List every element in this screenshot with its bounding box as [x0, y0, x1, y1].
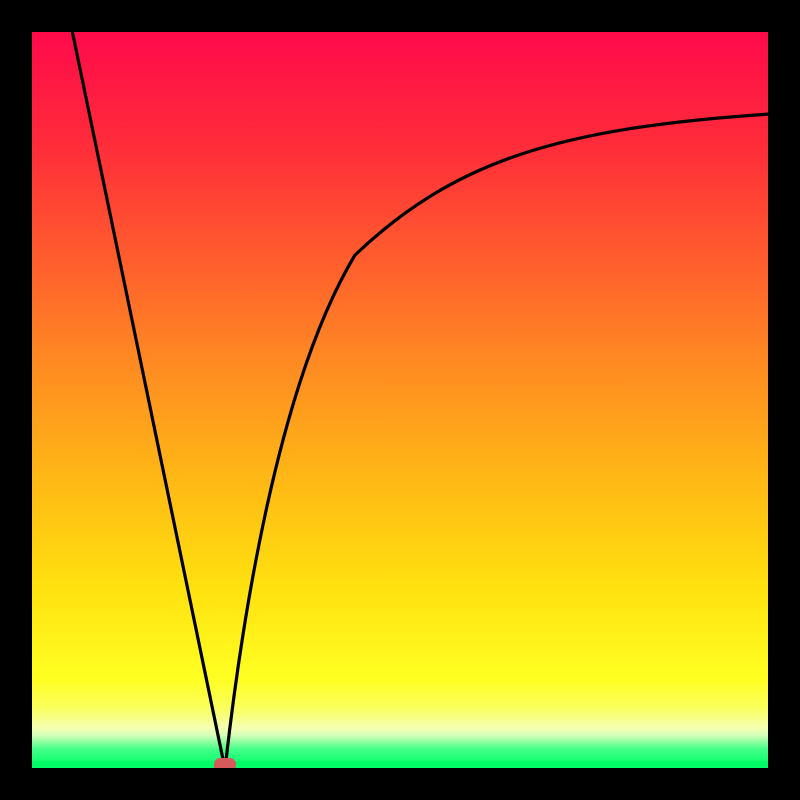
watermark-text: TheBottlenecker.com	[576, 6, 786, 32]
chart-svg	[0, 0, 800, 800]
chart-container: TheBottlenecker.com	[0, 0, 800, 800]
frame-right	[768, 0, 800, 800]
green-band	[32, 761, 768, 768]
frame-bottom	[0, 768, 800, 800]
frame-left	[0, 0, 32, 800]
plot-background	[32, 32, 768, 768]
